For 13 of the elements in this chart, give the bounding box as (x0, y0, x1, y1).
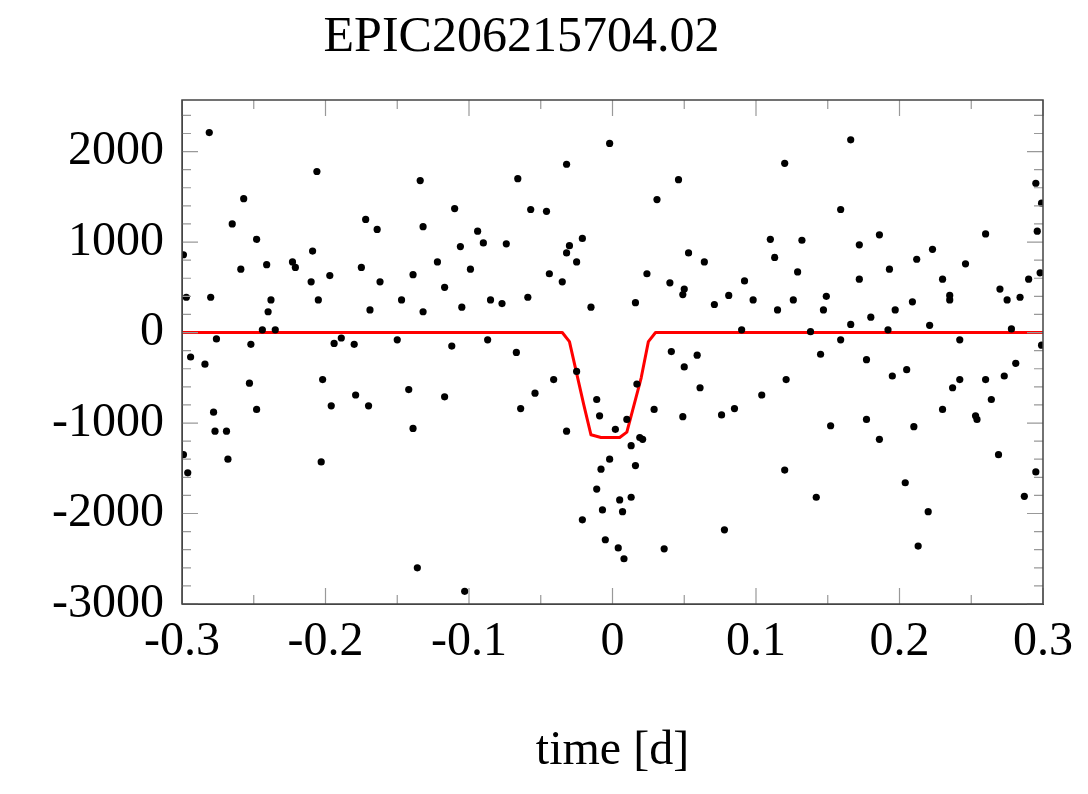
y-tick-label: 1000 (68, 211, 164, 265)
x-tick-label: 0 (600, 612, 625, 666)
x-tick-label: -0.1 (431, 612, 507, 666)
x-tick-label: 0.2 (869, 612, 930, 666)
y-tick-label: -1000 (52, 392, 164, 446)
x-tick-label: 0.3 (1013, 612, 1073, 666)
x-tick-label: 0.1 (726, 612, 786, 666)
y-tick-label: 0 (140, 302, 164, 356)
y-tick-label: 2000 (68, 121, 164, 175)
x-axis-title: time [d] (535, 720, 690, 774)
x-tick-label: -0.2 (287, 612, 364, 666)
y-tick-label: -2000 (52, 483, 164, 537)
chart-title: EPIC206215704.02 (323, 6, 720, 63)
